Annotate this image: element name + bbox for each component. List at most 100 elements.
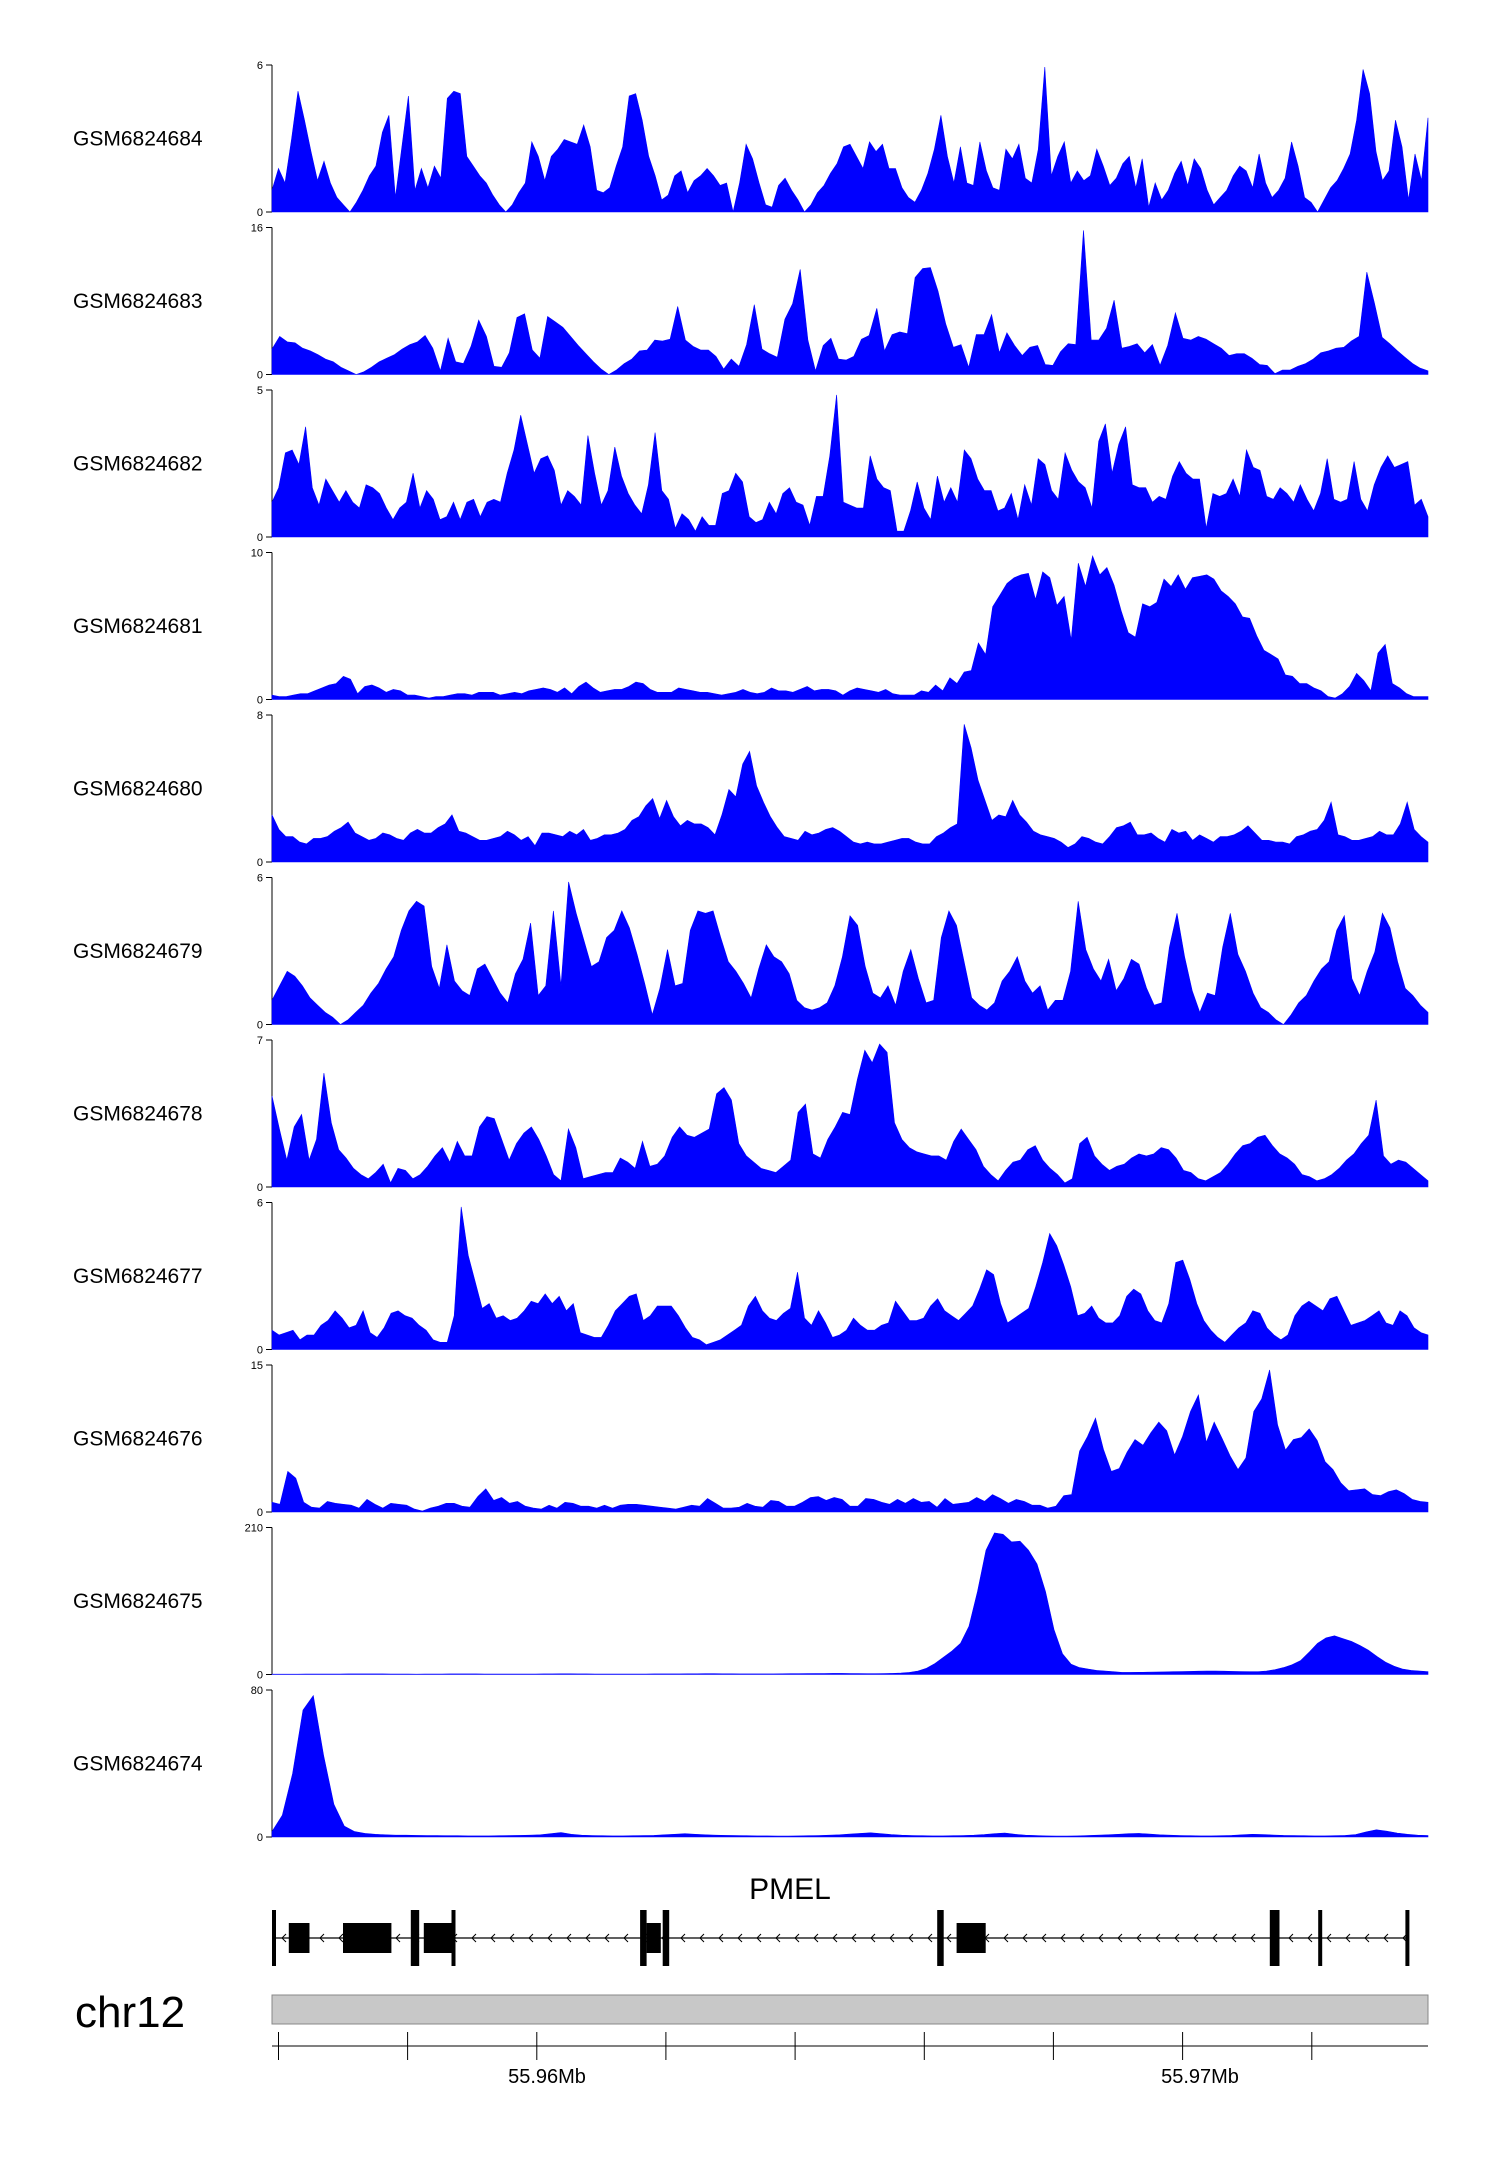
coverage-area-GSM6824681 bbox=[271, 554, 1429, 700]
track-GSM6824684: GSM6824684 6 0 bbox=[73, 60, 1429, 219]
y-max-label-GSM6824680: 8 bbox=[257, 710, 263, 722]
strand-arrow bbox=[338, 1933, 344, 1943]
coverage-area-GSM6824683 bbox=[271, 230, 1429, 375]
y-max-label-GSM6824676: 15 bbox=[251, 1360, 263, 1372]
track-label-GSM6824679: GSM6824679 bbox=[73, 940, 203, 963]
track-label-GSM6824674: GSM6824674 bbox=[73, 1753, 203, 1776]
strand-arrow bbox=[1117, 1933, 1123, 1943]
strand-arrow bbox=[927, 1933, 933, 1943]
track-GSM6824675: GSM6824675 210 0 bbox=[73, 1523, 1429, 1682]
strand-arrow bbox=[1250, 1933, 1256, 1943]
track-GSM6824679: GSM6824679 6 0 bbox=[73, 873, 1429, 1032]
strand-arrow bbox=[1383, 1933, 1389, 1943]
strand-arrow bbox=[281, 1933, 287, 1943]
exon-9 bbox=[662, 1910, 670, 1966]
strand-arrow bbox=[566, 1933, 572, 1943]
gene-track-pmel: PMEL bbox=[272, 1873, 1410, 1966]
coverage-area-GSM6824684 bbox=[271, 66, 1429, 213]
exon-7 bbox=[640, 1910, 647, 1966]
strand-arrow bbox=[1079, 1933, 1085, 1943]
strand-arrow bbox=[946, 1933, 952, 1943]
exon-10 bbox=[937, 1910, 944, 1966]
exon-8 bbox=[646, 1923, 661, 1953]
strand-arrow bbox=[1098, 1933, 1104, 1943]
y-min-label-GSM6824679: 0 bbox=[257, 1020, 263, 1032]
exon-5 bbox=[423, 1923, 453, 1953]
coverage-area-GSM6824678 bbox=[271, 1043, 1429, 1188]
strand-arrow bbox=[395, 1933, 401, 1943]
track-label-GSM6824680: GSM6824680 bbox=[73, 778, 203, 801]
exon-3 bbox=[343, 1923, 392, 1953]
y-max-label-GSM6824682: 5 bbox=[257, 385, 263, 397]
y-min-label-GSM6824675: 0 bbox=[257, 1670, 263, 1682]
track-label-GSM6824684: GSM6824684 bbox=[73, 128, 203, 151]
strand-arrow bbox=[1364, 1933, 1370, 1943]
strand-arrow bbox=[1307, 1933, 1313, 1943]
strand-arrow bbox=[1003, 1933, 1009, 1943]
coverage-area-GSM6824674 bbox=[271, 1694, 1429, 1838]
strand-arrow bbox=[319, 1933, 325, 1943]
x-tick-label-55-97: 55.97Mb bbox=[1161, 2066, 1239, 2088]
coverage-tracks: GSM682468460GSM6824683160GSM682468250GSM… bbox=[73, 60, 1429, 1844]
track-label-GSM6824678: GSM6824678 bbox=[73, 1103, 203, 1126]
exon-14 bbox=[1405, 1910, 1410, 1966]
y-min-label-GSM6824678: 0 bbox=[257, 1182, 263, 1194]
y-max-label-GSM6824675: 210 bbox=[245, 1523, 263, 1535]
exon-12 bbox=[1269, 1910, 1280, 1966]
strand-arrow bbox=[908, 1933, 914, 1943]
track-label-GSM6824683: GSM6824683 bbox=[73, 290, 203, 313]
coverage-area-GSM6824675 bbox=[271, 1532, 1429, 1675]
coverage-area-GSM6824679 bbox=[271, 881, 1429, 1025]
y-min-label-GSM6824676: 0 bbox=[257, 1507, 263, 1519]
strand-arrow bbox=[1136, 1933, 1142, 1943]
track-label-GSM6824677: GSM6824677 bbox=[73, 1265, 203, 1288]
gene-exons bbox=[272, 1910, 1410, 1966]
strand-arrow bbox=[585, 1933, 591, 1943]
strand-arrow bbox=[1231, 1933, 1237, 1943]
strand-arrow bbox=[832, 1933, 838, 1943]
exon-2 bbox=[288, 1923, 310, 1953]
y-max-label-GSM6824674: 80 bbox=[251, 1685, 263, 1697]
y-min-label-GSM6824677: 0 bbox=[257, 1345, 263, 1357]
strand-arrow bbox=[1212, 1933, 1218, 1943]
coverage-area-GSM6824680 bbox=[271, 724, 1429, 863]
track-label-GSM6824675: GSM6824675 bbox=[73, 1590, 203, 1613]
chromosome-label: chr12 bbox=[75, 1988, 185, 2037]
strand-arrow bbox=[851, 1933, 857, 1943]
y-max-label-GSM6824679: 6 bbox=[257, 873, 263, 885]
strand-arrow bbox=[1193, 1933, 1199, 1943]
strand-arrow bbox=[699, 1933, 705, 1943]
coverage-area-GSM6824682 bbox=[271, 394, 1429, 538]
strand-arrow bbox=[737, 1933, 743, 1943]
chromosome-track: chr12 bbox=[75, 1988, 1429, 2037]
strand-arrow bbox=[623, 1933, 629, 1943]
genomic-x-axis: 55.96Mb 55.97Mb bbox=[272, 2032, 1428, 2088]
track-label-GSM6824676: GSM6824676 bbox=[73, 1428, 203, 1451]
y-max-label-GSM6824683: 16 bbox=[251, 223, 263, 235]
exon-13 bbox=[1318, 1910, 1323, 1966]
strand-arrow bbox=[1022, 1933, 1028, 1943]
y-min-label-GSM6824681: 0 bbox=[257, 695, 263, 707]
strand-arrow bbox=[547, 1933, 553, 1943]
y-max-label-GSM6824681: 10 bbox=[251, 548, 263, 560]
strand-arrow bbox=[528, 1933, 534, 1943]
strand-arrow bbox=[1288, 1933, 1294, 1943]
strand-arrow bbox=[794, 1933, 800, 1943]
y-max-label-GSM6824678: 7 bbox=[257, 1035, 263, 1047]
gene-name-label: PMEL bbox=[749, 1873, 831, 1906]
exon-1 bbox=[272, 1910, 276, 1966]
y-min-label-GSM6824682: 0 bbox=[257, 532, 263, 544]
x-axis-ticks bbox=[278, 2032, 1313, 2060]
strand-arrow bbox=[471, 1933, 477, 1943]
track-GSM6824677: GSM6824677 6 0 bbox=[73, 1198, 1429, 1357]
strand-arrow bbox=[1174, 1933, 1180, 1943]
strand-arrow bbox=[1041, 1933, 1047, 1943]
y-min-label-GSM6824680: 0 bbox=[257, 857, 263, 869]
y-max-label-GSM6824684: 6 bbox=[257, 60, 263, 72]
strand-arrow bbox=[490, 1933, 496, 1943]
track-GSM6824683: GSM6824683 16 0 bbox=[73, 223, 1429, 382]
y-min-label-GSM6824683: 0 bbox=[257, 370, 263, 382]
track-label-GSM6824681: GSM6824681 bbox=[73, 615, 203, 638]
strand-arrow bbox=[756, 1933, 762, 1943]
